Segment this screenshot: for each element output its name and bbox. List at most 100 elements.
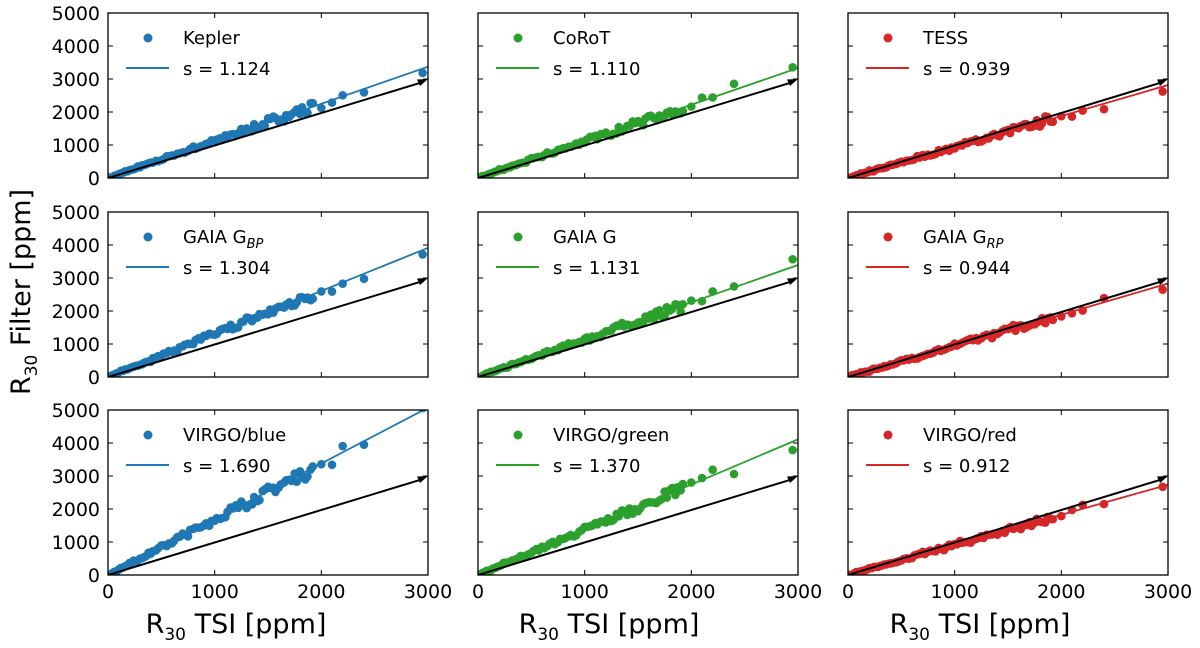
panel-tess: TESS s = 0.939 <box>847 12 1169 179</box>
plot-area <box>848 278 1168 377</box>
panel-gaia-grp: GAIA GRP s = 0.944 <box>847 211 1169 378</box>
x-tick-label: 1000 <box>190 581 238 603</box>
legend-series-main: GAIA G <box>183 227 247 248</box>
fit-line <box>108 410 426 575</box>
legend-marker <box>143 430 153 440</box>
data-point <box>418 68 427 78</box>
legend-series-main: VIRGO/green <box>553 425 669 446</box>
x-axis-title-col1: R30 TSI [ppm] <box>146 609 327 645</box>
legend-marker <box>883 232 893 242</box>
data-point <box>1158 285 1167 294</box>
y-tick-label: 0 <box>88 565 100 587</box>
legend-slope-label: s = 0.944 <box>923 258 1010 279</box>
data-point <box>359 274 369 284</box>
panel-frame <box>847 12 1169 179</box>
plot-area <box>848 79 1168 178</box>
panel-frame <box>477 409 799 576</box>
reference-line <box>108 280 423 377</box>
data-point <box>327 460 337 470</box>
reference-line <box>848 478 1163 575</box>
legend-slope-label: s = 1.124 <box>183 59 270 80</box>
legend: VIRGO/blue s = 1.690 <box>126 425 286 477</box>
legend: GAIA G s = 1.131 <box>496 227 640 279</box>
y-tick-label: 5000 <box>52 400 100 422</box>
reference-line <box>108 478 423 575</box>
legend-slope-label: s = 1.304 <box>183 258 270 279</box>
y-tick-label: 3000 <box>52 466 100 488</box>
data-point <box>1158 87 1167 96</box>
fit-line <box>108 247 428 377</box>
y-tick-label: 4000 <box>52 235 100 257</box>
fit-line <box>478 264 798 377</box>
y-tick-label: 1000 <box>52 334 100 356</box>
panel-virgo-green: 0 1000 2000 3000 VIRGO/green s = 1.370 <box>472 409 822 603</box>
plot-area <box>478 438 798 575</box>
y-tick-label: 4000 <box>52 433 100 455</box>
y-tick-label: 2000 <box>52 499 100 521</box>
plot-area <box>848 476 1168 575</box>
reference-line <box>848 81 1163 178</box>
legend-marker <box>513 33 523 43</box>
y-tick-label: 5000 <box>52 3 100 25</box>
y-tick-label: 0 <box>88 367 100 389</box>
panel-frame <box>107 211 429 378</box>
x-axis-title-col2: R30 TSI [ppm] <box>519 609 700 645</box>
reference-arrowhead <box>787 79 798 86</box>
y-tick-label: 2000 <box>52 102 100 124</box>
reference-arrowhead <box>1157 278 1168 285</box>
data-point <box>1099 104 1109 114</box>
reference-line <box>478 81 793 178</box>
reference-line <box>108 81 423 178</box>
legend: TESS s = 0.939 <box>866 28 1010 80</box>
legend-slope-label: s = 1.110 <box>553 59 640 80</box>
legend-marker <box>143 232 153 242</box>
legend-series-sub: BP <box>247 237 264 252</box>
legend-series-label: VIRGO/blue <box>183 425 286 446</box>
panel-frame <box>847 409 1169 576</box>
x-tick-label: 0 <box>472 581 484 603</box>
legend-series-main: GAIA G <box>553 227 617 248</box>
x-tick-label: 2000 <box>297 581 345 603</box>
legend-slope-label: s = 1.370 <box>553 456 640 477</box>
legend: CoRoT s = 1.110 <box>496 28 640 80</box>
fit-line <box>478 67 798 178</box>
y-axis-title: R30 Filter [ppm] <box>6 189 42 395</box>
legend-series-sub: RP <box>987 237 1004 252</box>
data-point <box>788 254 797 264</box>
legend-series-label: GAIA GBP <box>183 227 263 252</box>
legend-series-label: TESS <box>922 28 968 49</box>
data-point <box>418 250 427 259</box>
data-point <box>308 294 318 304</box>
legend: VIRGO/red s = 0.912 <box>866 425 1017 477</box>
legend: GAIA GBP s = 1.304 <box>126 227 270 279</box>
legend-marker <box>513 232 523 242</box>
panel-corot: CoRoT s = 1.110 <box>477 12 799 179</box>
panel-frame <box>107 12 429 179</box>
y-tick-label: 5000 <box>52 202 100 224</box>
x-tick-label: 1000 <box>560 581 608 603</box>
reference-arrowhead <box>417 79 428 86</box>
data-point <box>708 465 717 474</box>
x-tick-label: 0 <box>102 581 114 603</box>
legend-series-main: VIRGO/red <box>923 425 1017 446</box>
x-tick-label: 1000 <box>930 581 978 603</box>
legend-marker <box>883 33 893 43</box>
panel-gaia-gbp: 0 1000 2000 3000 4000 5000 GAIA GBP s = 1.304 <box>52 202 429 389</box>
legend-series-label: CoRoT <box>553 28 611 49</box>
data-point <box>338 441 347 451</box>
reference-arrowhead <box>1157 476 1168 483</box>
panels-group: 0 1000 2000 3000 4000 5000 Kepler s = 1.124 CoRo… <box>52 3 1193 603</box>
panel-frame <box>107 409 429 576</box>
legend-series-main: GAIA G <box>923 227 987 248</box>
legend-series-main: Kepler <box>183 28 240 49</box>
panel-frame <box>847 211 1169 378</box>
data-point <box>788 445 797 455</box>
legend-slope-label: s = 1.131 <box>553 258 640 279</box>
fit-line <box>108 65 428 178</box>
panel-virgo-blue: 0 1000 2000 3000 0 1000 2000 3000 4000 5000 VIRGO/… <box>52 400 453 603</box>
data-point <box>303 108 312 118</box>
legend-slope-label: s = 0.912 <box>923 456 1010 477</box>
legend-series-label: Kepler <box>183 28 240 49</box>
reference-line <box>478 478 793 575</box>
